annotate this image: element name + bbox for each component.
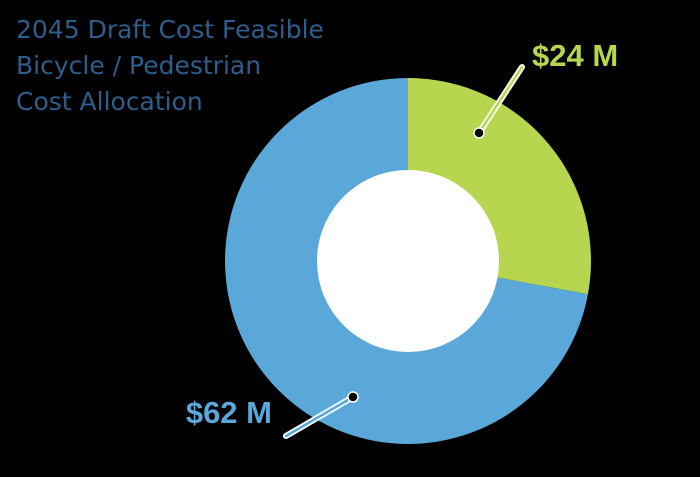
callouts: $24 M $62 M [186, 38, 618, 439]
data-label-1: $24 M [532, 38, 618, 73]
donut-hole [317, 170, 499, 352]
chart-title-line-3: Cost Allocation [16, 87, 203, 116]
leader-line-1 [477, 65, 524, 135]
chart-title-line-1: 2045 Draft Cost Feasible [16, 15, 324, 44]
callout-2: $62 M [186, 391, 359, 439]
chart-title: 2045 Draft Cost Feasible Bicycle / Pedes… [16, 12, 324, 120]
leader-dot-1 [473, 127, 485, 139]
chart-title-line-2: Bicycle / Pedestrian [16, 51, 262, 80]
callout-1: $24 M [473, 38, 618, 139]
data-label-2: $62 M [186, 395, 272, 430]
leader-line-2 [284, 395, 355, 438]
leader-dot-2 [347, 391, 359, 403]
